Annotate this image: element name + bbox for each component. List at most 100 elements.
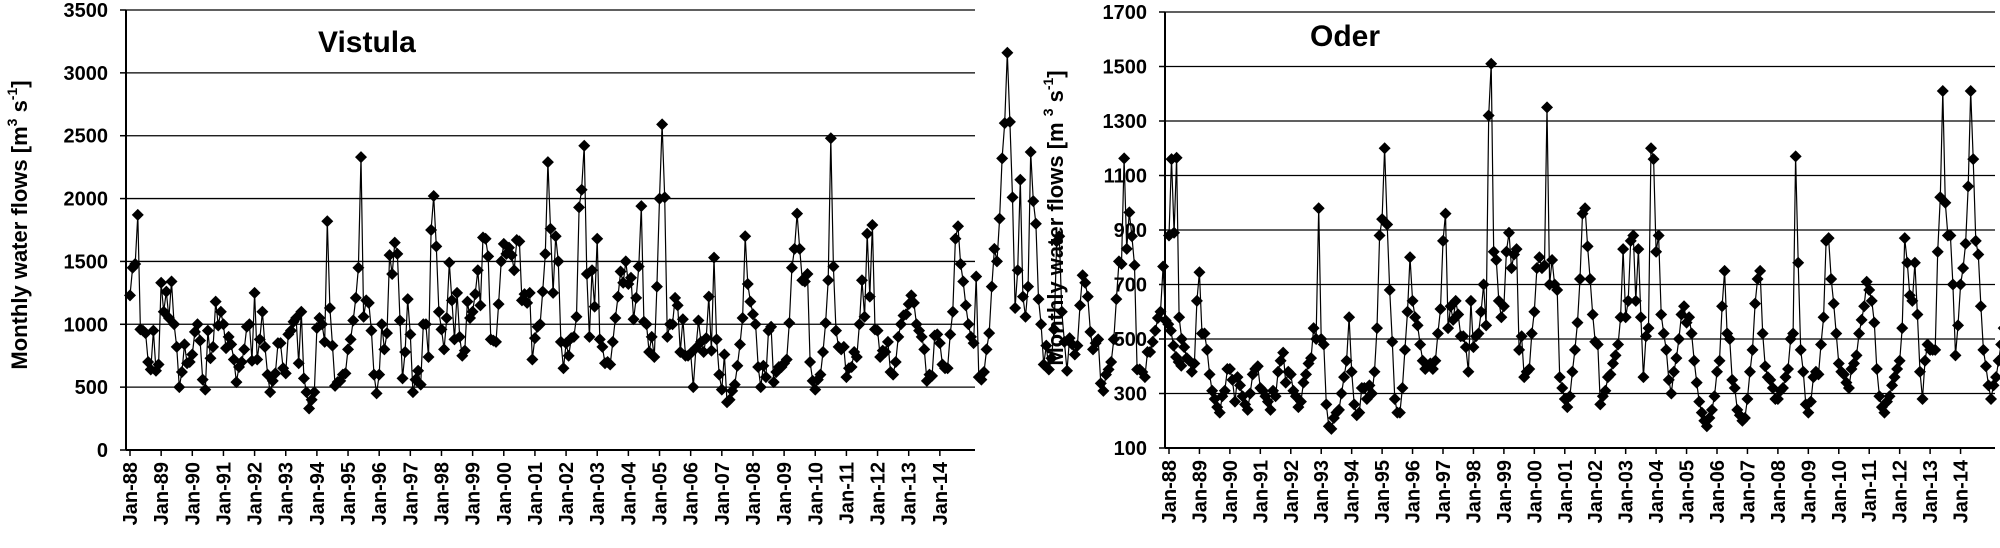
- data-point: [1985, 392, 1997, 405]
- data-point: [1294, 395, 1307, 408]
- data-point: [591, 232, 604, 245]
- gridlines: [1165, 11, 1995, 395]
- data-point: [1944, 229, 1957, 242]
- data-point: [840, 371, 853, 384]
- data-point: [1913, 365, 1926, 378]
- data-point: [391, 247, 404, 260]
- data-point: [1868, 316, 1881, 329]
- data-point: [1332, 403, 1345, 416]
- x-tick-label: Jan-07: [712, 462, 734, 525]
- data-point: [1068, 348, 1081, 361]
- data-point: [1672, 333, 1685, 345]
- data-point: [1802, 406, 1815, 419]
- data-point: [1962, 180, 1975, 193]
- data-point: [586, 264, 599, 277]
- data-point: [985, 280, 998, 293]
- data-point: [1218, 384, 1231, 397]
- data-point: [736, 312, 749, 324]
- data-point: [692, 314, 705, 327]
- data-point: [399, 345, 412, 358]
- data-point: [1120, 242, 1133, 255]
- data-point: [438, 343, 451, 356]
- data-point: [1482, 109, 1495, 122]
- data-point: [207, 340, 220, 353]
- data-point: [274, 337, 287, 350]
- x-tick-label: Jan-91: [213, 462, 235, 525]
- data-point: [521, 296, 534, 309]
- data-point: [292, 357, 305, 370]
- y-tick-label: 0: [97, 440, 108, 462]
- data-point: [1568, 343, 1581, 356]
- data-point: [1939, 196, 1952, 209]
- data-point: [1338, 371, 1351, 384]
- data-point: [401, 293, 414, 306]
- data-point: [1670, 352, 1683, 365]
- data-point: [339, 367, 352, 380]
- data-point: [1467, 341, 1480, 354]
- y-tick-label: 500: [75, 377, 108, 399]
- data-point: [414, 378, 427, 391]
- data-point: [352, 261, 365, 274]
- data-point: [1442, 322, 1455, 335]
- y-tick-marks: [120, 9, 126, 451]
- data-point: [713, 368, 726, 381]
- data-point: [1716, 300, 1729, 313]
- data-point: [412, 364, 425, 377]
- data-point: [217, 318, 230, 331]
- data-point: [1029, 217, 1042, 230]
- data-point: [370, 387, 383, 400]
- data-point: [1149, 324, 1162, 337]
- data-point: [1437, 234, 1449, 247]
- data-point: [404, 328, 417, 341]
- data-point: [962, 318, 975, 331]
- x-tick-label: Jan-04: [618, 461, 640, 525]
- data-point: [375, 318, 388, 331]
- data-point: [196, 373, 209, 386]
- data-point: [1566, 365, 1579, 378]
- data-point: [1858, 300, 1871, 313]
- data-point: [609, 312, 622, 324]
- data-point: [1325, 422, 1338, 435]
- data-point: [1241, 403, 1254, 416]
- data-point: [697, 345, 710, 358]
- data-point: [931, 328, 944, 341]
- y-tick-label: 900: [1114, 220, 1147, 242]
- data-point: [1586, 308, 1599, 321]
- data-point: [1401, 305, 1414, 318]
- data-point: [393, 314, 406, 327]
- data-point: [630, 291, 643, 304]
- data-point: [1081, 290, 1094, 303]
- data-point: [432, 305, 445, 318]
- data-point: [1528, 305, 1541, 318]
- data-point: [1538, 259, 1551, 272]
- data-point: [1497, 300, 1510, 313]
- data-point: [1931, 245, 1944, 258]
- x-tick-label: Jan-14: [1951, 459, 1973, 523]
- data-point: [705, 344, 718, 357]
- data-point: [1708, 390, 1721, 403]
- x-tick-label: Jan-12: [868, 462, 890, 525]
- data-point: [1307, 322, 1320, 335]
- data-point: [256, 305, 269, 318]
- data-point: [830, 324, 843, 337]
- data-point: [702, 290, 715, 303]
- chart-title: Oder: [1310, 20, 1380, 53]
- data-point: [1794, 343, 1807, 356]
- data-point: [881, 335, 894, 348]
- data-point: [1657, 327, 1670, 340]
- data-point: [396, 372, 409, 385]
- data-point: [495, 255, 508, 268]
- data-point: [1118, 152, 1131, 165]
- data-point: [1495, 311, 1508, 324]
- data-point: [253, 333, 266, 346]
- data-point: [827, 260, 840, 273]
- data-point: [944, 328, 957, 341]
- data-point: [1167, 339, 1180, 352]
- data-point: [383, 249, 396, 262]
- data-point: [1353, 406, 1366, 419]
- data-point: [1901, 256, 1914, 269]
- x-tick-label: Jan-01: [1555, 460, 1577, 523]
- data-point: [676, 313, 689, 326]
- data-point: [650, 280, 663, 293]
- data-point: [1505, 262, 1518, 275]
